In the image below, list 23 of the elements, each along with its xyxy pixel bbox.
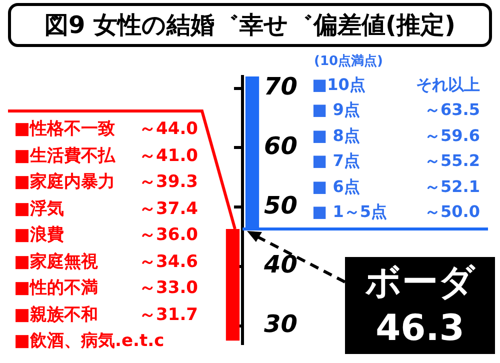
text: (10点満点): [314, 53, 383, 70]
text: ■性格不一致 ～44.0: [14, 119, 198, 139]
text: ■浮気 ～37.4: [14, 198, 198, 218]
text: ■家庭無視 ～34.6: [14, 252, 198, 272]
y-tick-label: 40: [263, 250, 298, 279]
text: ■親族不和 ～31.7: [14, 304, 198, 324]
text: ■家庭内暴力 ～39.3: [14, 172, 198, 192]
y-tick-label: 30: [264, 310, 298, 338]
chart-title: 図9 女性の結婚゛幸せ゛偏差値(推定): [8, 3, 492, 47]
text: ■ 6点 ～52.1: [312, 176, 480, 196]
text: ■浪費 ～36.0: [14, 225, 198, 245]
text: ■ 7点 ～55.2: [312, 151, 480, 170]
text: ■ 1～5点 ～50.0: [312, 202, 480, 221]
y-tick-label: 50: [264, 191, 298, 220]
text: ■ 8点 ～59.6: [312, 126, 480, 145]
text: ■ 9点 ～63.5: [312, 100, 480, 120]
y-tick-label: 70: [264, 72, 298, 101]
ref-line-label: ボーダ 46.3: [345, 257, 495, 354]
text: ■性的不満 ～33.0: [14, 278, 198, 298]
text: ■生活費不払 ～41.0: [14, 146, 198, 166]
annotation: ■飲酒、病気.e.t.c: [14, 331, 164, 351]
text: ■10点 それ以上: [312, 75, 480, 94]
y-tick-label: 60: [264, 132, 298, 160]
